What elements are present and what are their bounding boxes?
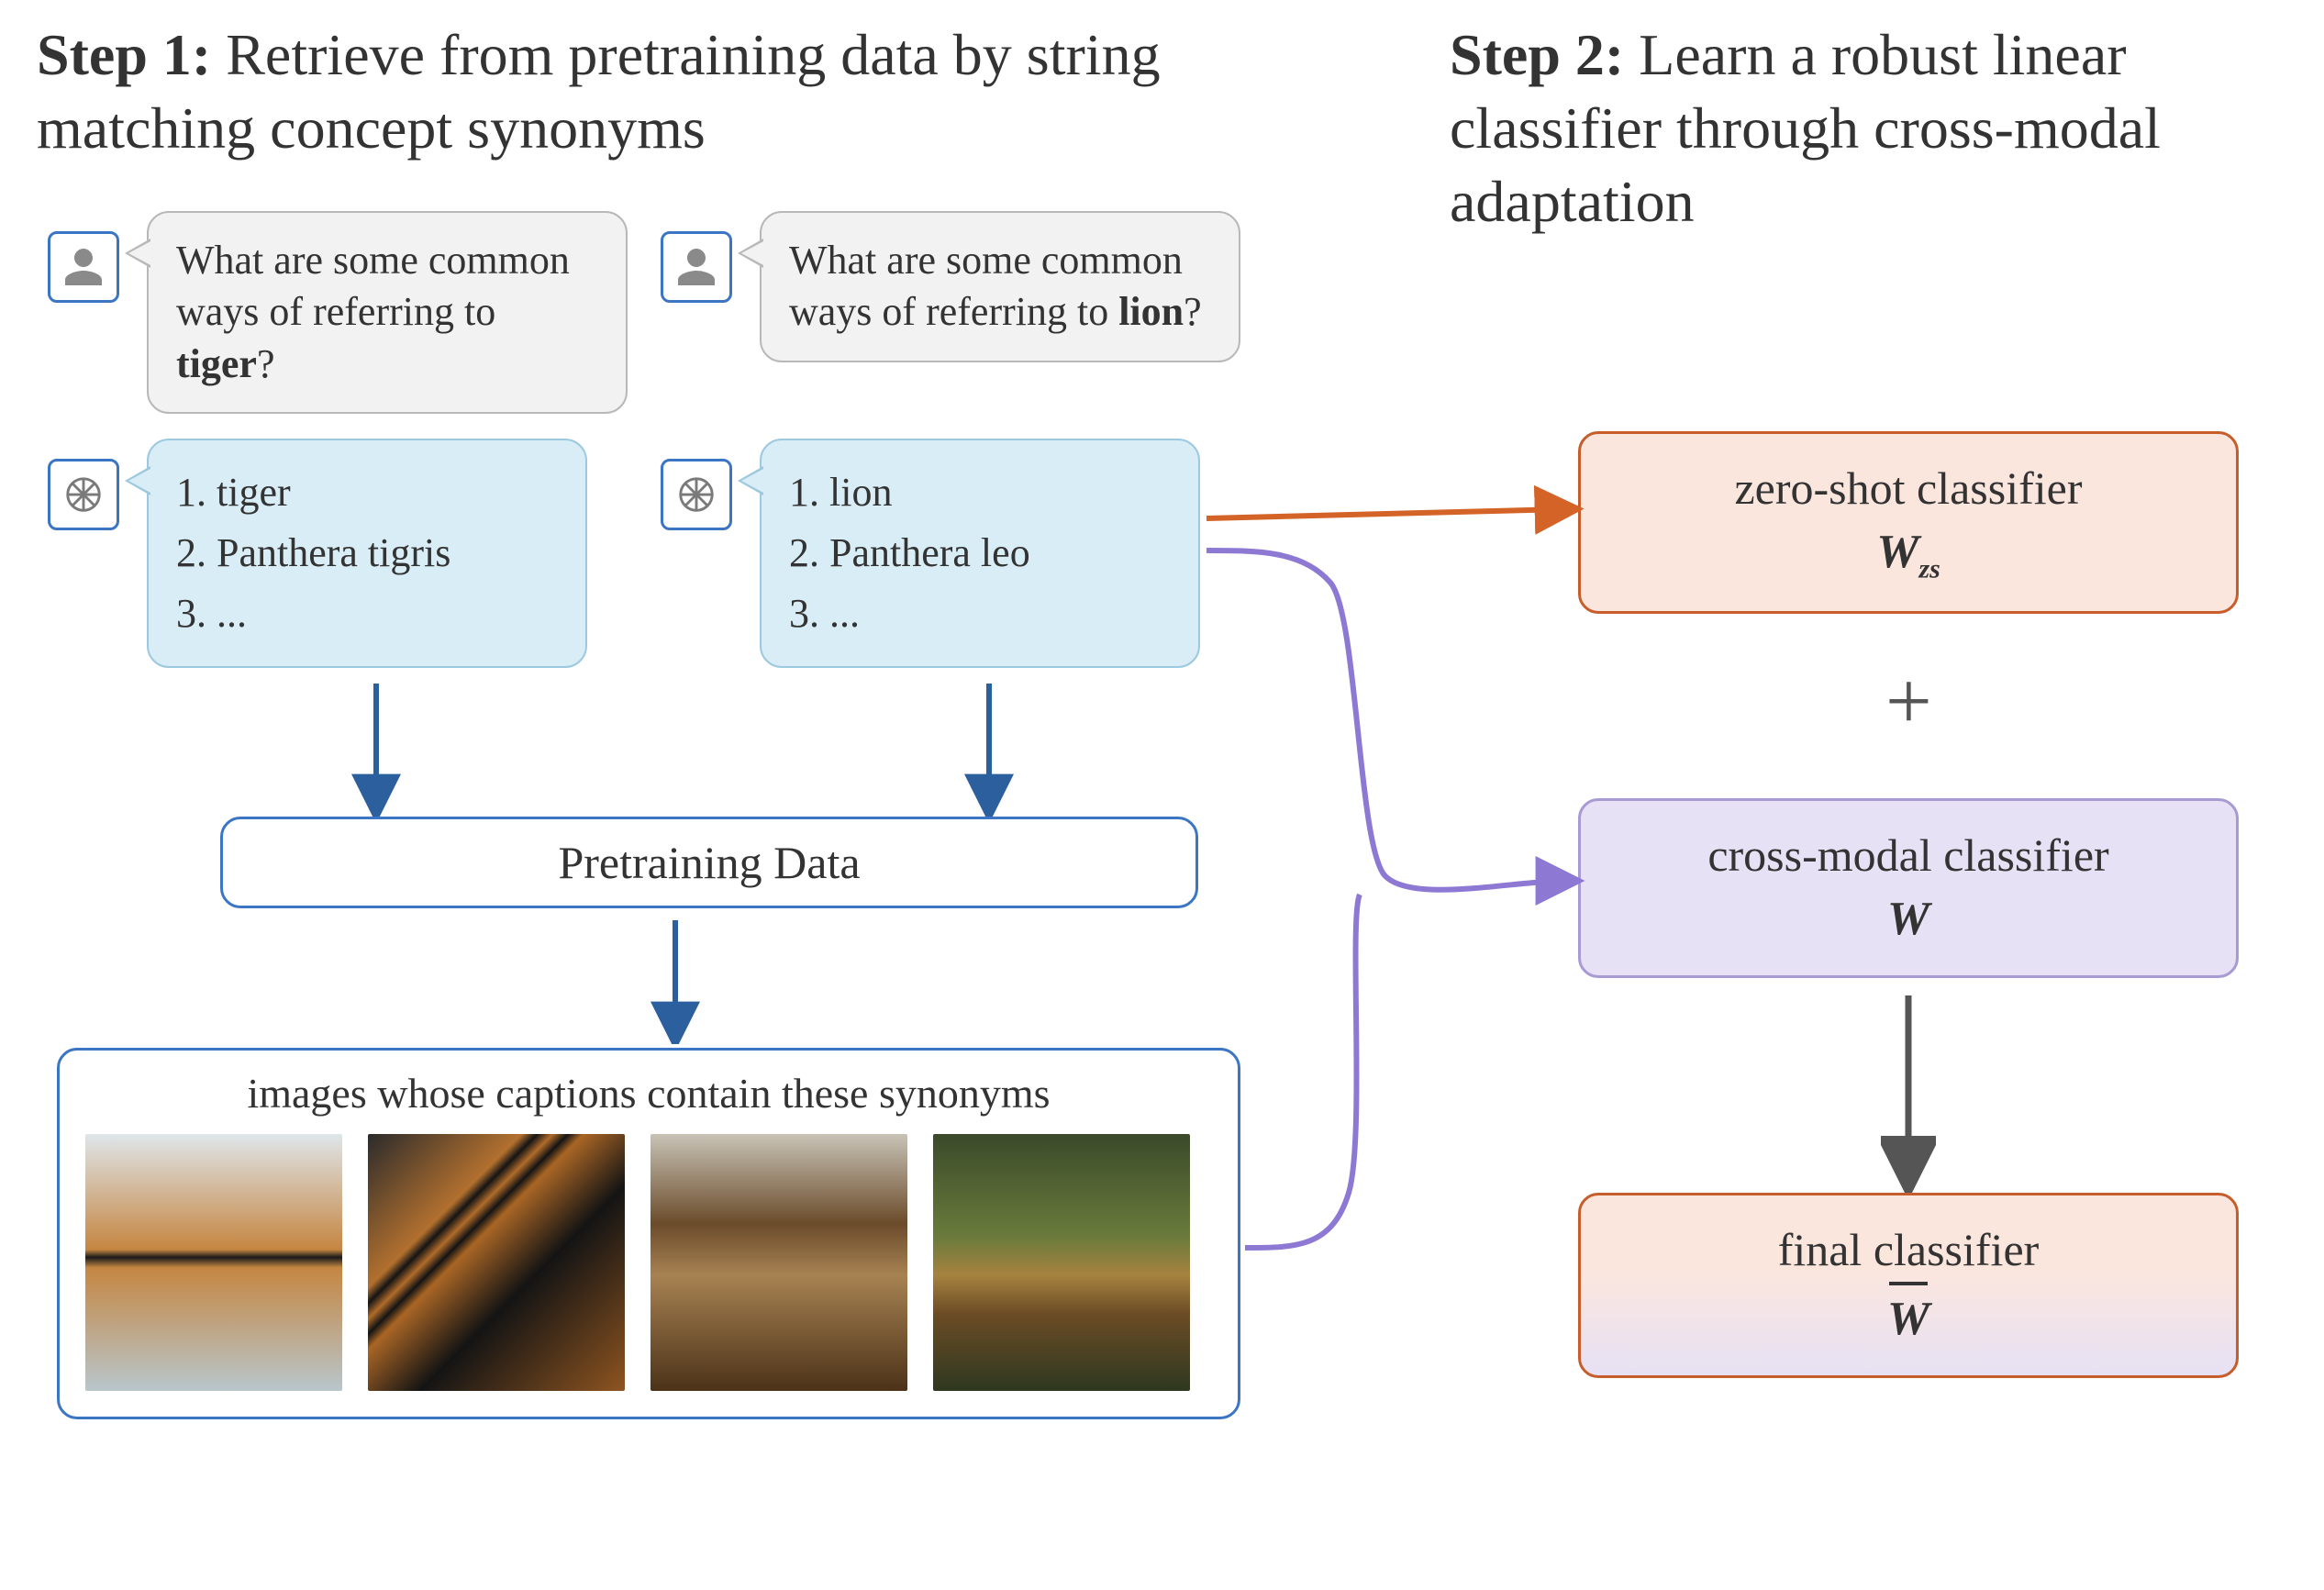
cross-modal-formula: W [1618, 887, 2199, 951]
image-tile-lion-field [933, 1134, 1190, 1391]
user-icon [48, 231, 119, 303]
cross-modal-classifier-box: cross-modal classifier W [1578, 798, 2239, 978]
diagram-canvas: Step 1: Retrieve from pretraining data b… [0, 0, 2324, 1590]
step-1-heading: Step 1: Retrieve from pretraining data b… [37, 18, 1275, 165]
plus-sign: + [1885, 661, 1932, 743]
answer-line: 1. lion [789, 462, 1171, 523]
zero-shot-formula: Wzs [1618, 520, 2199, 588]
images-box: images whose captions contain these syno… [57, 1048, 1240, 1419]
user-icon [661, 231, 732, 303]
user-prompt-lion: What are some common ways of referring t… [760, 211, 1240, 362]
answer-line: 3. ... [176, 584, 558, 644]
arrow-crossmodal-to-final [1881, 991, 1936, 1193]
answer-tiger: 1. tiger 2. Panthera tigris 3. ... [147, 439, 587, 668]
pretraining-label: Pretraining Data [558, 836, 860, 889]
zero-shot-label: zero-shot classifier [1618, 458, 2199, 520]
prompt-concept: lion [1118, 289, 1184, 334]
images-caption: images whose captions contain these syno… [85, 1069, 1212, 1117]
cross-modal-label: cross-modal classifier [1618, 825, 2199, 887]
arrow-pretraining-to-images [648, 916, 703, 1044]
prompt-concept: tiger [176, 341, 257, 386]
answer-line: 3. ... [789, 584, 1171, 644]
image-tile-tiger-face [368, 1134, 625, 1391]
arrow-lion-to-pretraining [962, 679, 1017, 817]
answer-lion: 1. lion 2. Panthera leo 3. ... [760, 439, 1200, 668]
images-row [85, 1134, 1212, 1391]
user-prompt-tiger: What are some common ways of referring t… [147, 211, 628, 414]
final-formula: W [1618, 1282, 2199, 1351]
zero-shot-classifier-box: zero-shot classifier Wzs [1578, 431, 2239, 614]
image-tile-tiger-snow [85, 1134, 342, 1391]
answer-line: 2. Panthera tigris [176, 523, 558, 584]
answer-line: 2. Panthera leo [789, 523, 1171, 584]
step-2-prefix: Step 2: [1450, 22, 1624, 87]
image-tile-lion-portrait [650, 1134, 907, 1391]
chatgpt-icon [661, 459, 732, 530]
prompt-prefix: What are some common ways of referring t… [176, 238, 570, 334]
final-label: final classifier [1618, 1219, 2199, 1282]
arrow-images-to-crossmodal [1240, 862, 1589, 1266]
step-1-prefix: Step 1: [37, 22, 211, 87]
arrow-tiger-to-pretraining [349, 679, 404, 817]
step-2-heading: Step 2: Learn a robust linear classifier… [1450, 18, 2294, 239]
prompt-suffix: ? [1184, 289, 1202, 334]
prompt-suffix: ? [257, 341, 275, 386]
answer-line: 1. tiger [176, 462, 558, 523]
chatgpt-icon [48, 459, 119, 530]
final-classifier-box: final classifier W [1578, 1193, 2239, 1378]
pretraining-data-box: Pretraining Data [220, 817, 1198, 908]
